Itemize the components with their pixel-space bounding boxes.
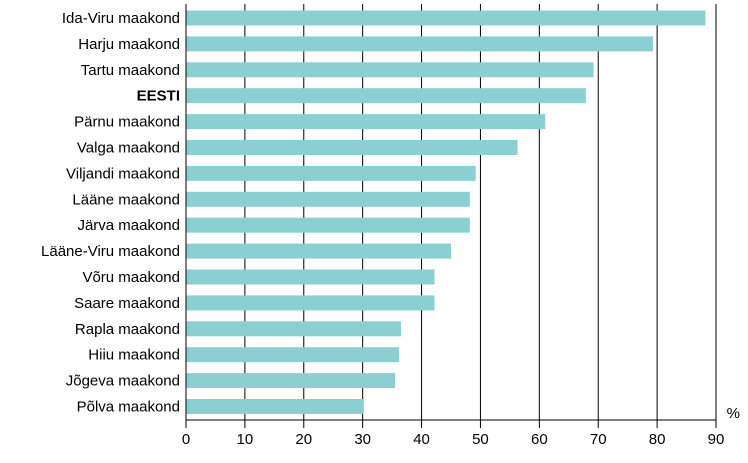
- bars: [186, 10, 706, 414]
- category-label-15: Põlva maakond: [77, 399, 180, 416]
- category-label-9: Lääne-Viru maakond: [41, 243, 180, 260]
- bar-12: [186, 321, 401, 337]
- x-tick-label-40: 40: [413, 431, 430, 448]
- axes: [185, 4, 716, 421]
- bar-1: [186, 36, 653, 52]
- category-label-0: Ida-Viru maakond: [62, 10, 180, 27]
- category-label-11: Saare maakond: [74, 295, 180, 312]
- bar-6: [186, 165, 476, 181]
- category-label-8: Järva maakond: [77, 217, 180, 234]
- x-tick-label-50: 50: [472, 431, 489, 448]
- x-tick-label-0: 0: [182, 431, 190, 448]
- x-tick-label-80: 80: [649, 431, 666, 448]
- bar-8: [186, 217, 470, 233]
- category-label-12: Rapla maakond: [75, 321, 180, 338]
- bar-10: [186, 269, 435, 285]
- category-label-6: Viljandi maakond: [66, 165, 180, 182]
- category-label-13: Hiiu maakond: [88, 347, 180, 364]
- category-label-4: Pärnu maakond: [74, 114, 180, 131]
- category-label-2: Tartu maakond: [81, 62, 180, 79]
- category-label-14: Jõgeva maakond: [66, 373, 180, 390]
- bar-13: [186, 347, 400, 363]
- category-label-5: Valga maakond: [77, 140, 180, 157]
- category-label-10: Võru maakond: [82, 269, 180, 286]
- bar-14: [186, 373, 396, 389]
- bar-2: [186, 62, 594, 78]
- bar-15: [186, 399, 364, 414]
- x-tick-label-60: 60: [531, 431, 548, 448]
- bar-11: [186, 295, 435, 311]
- bar-3: [186, 88, 586, 104]
- x-axis-unit-label: %: [727, 405, 740, 422]
- bar-4: [186, 114, 546, 130]
- x-tick-label-10: 10: [237, 431, 254, 448]
- x-tick-label-30: 30: [354, 431, 371, 448]
- x-tick-label-90: 90: [708, 431, 725, 448]
- x-tick-labels: 0 10 20 30 40 50 60 70 80 90: [182, 420, 725, 448]
- x-tick-label-70: 70: [590, 431, 607, 448]
- category-label-3: EESTI: [137, 88, 180, 105]
- bar-7: [186, 191, 470, 207]
- category-label-7: Lääne maakond: [72, 191, 180, 208]
- category-labels: Ida-Viru maakond Harju maakond Tartu maako…: [41, 10, 180, 416]
- bar-0: [186, 10, 706, 26]
- x-tick-label-20: 20: [295, 431, 312, 448]
- bar-9: [186, 243, 451, 259]
- bar-5: [186, 140, 518, 155]
- category-label-1: Harju maakond: [78, 36, 180, 53]
